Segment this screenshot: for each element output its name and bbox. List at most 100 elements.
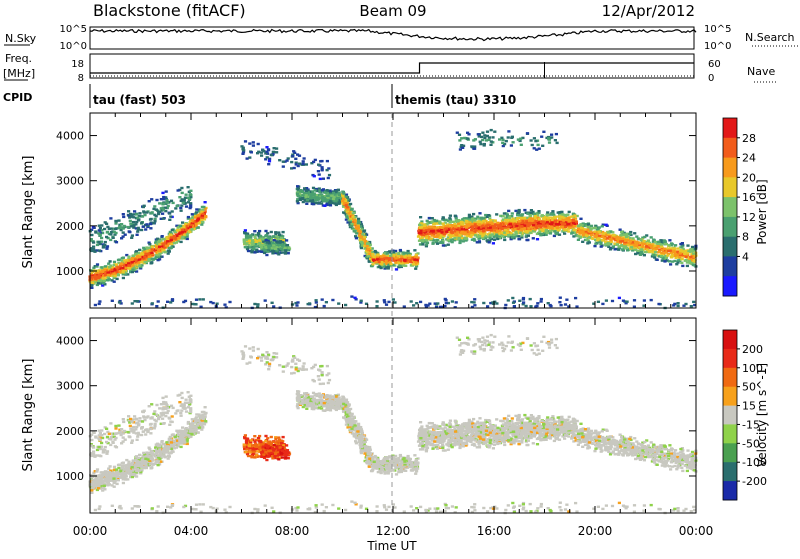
power-cell xyxy=(355,237,358,239)
power-cell xyxy=(435,220,438,222)
power-cell xyxy=(315,301,318,303)
power-cell xyxy=(486,305,489,307)
power-cell xyxy=(170,200,173,202)
power-cell xyxy=(104,241,107,243)
power-cell xyxy=(204,215,207,217)
power-cell xyxy=(368,253,371,255)
power-cell xyxy=(657,245,660,247)
power-cell xyxy=(265,146,268,148)
power-cell xyxy=(660,246,663,248)
power-cell xyxy=(525,230,528,232)
date-title: 12/Apr/2012 xyxy=(602,2,695,20)
power-cell xyxy=(189,190,192,192)
power-cell xyxy=(540,298,543,300)
power-cell xyxy=(153,205,156,207)
power-cell xyxy=(431,221,434,223)
power-cell xyxy=(657,303,660,305)
power-cell xyxy=(305,203,308,205)
power-cell xyxy=(529,232,532,234)
power-cell xyxy=(645,245,648,247)
power-cell xyxy=(512,141,515,143)
power-cell xyxy=(202,213,205,215)
power-cell xyxy=(338,191,341,193)
power-cell xyxy=(657,241,660,243)
power-cell xyxy=(272,151,275,153)
power-cell xyxy=(653,256,656,258)
power-cell xyxy=(312,161,315,163)
power-cell xyxy=(250,234,253,236)
power-cell xyxy=(598,235,601,237)
power-cell xyxy=(377,261,380,263)
power-cell xyxy=(531,144,534,146)
power-cell xyxy=(377,254,380,256)
power-cell xyxy=(572,222,575,224)
power-cell xyxy=(151,302,154,304)
power-cell xyxy=(317,164,320,166)
power-cell xyxy=(580,224,583,226)
power-cell xyxy=(496,222,499,224)
power-cell xyxy=(116,267,119,269)
power-cell xyxy=(242,149,245,151)
power-cell xyxy=(153,220,156,222)
power-cell xyxy=(518,214,521,216)
power-cell xyxy=(371,253,374,255)
power-cell xyxy=(149,223,152,225)
power-cell xyxy=(103,228,106,230)
power-cell xyxy=(449,215,452,217)
power-points xyxy=(88,129,697,309)
power-cell xyxy=(143,256,146,258)
power-cell xyxy=(386,252,389,254)
power-cell xyxy=(244,140,247,142)
power-cell xyxy=(372,259,375,261)
power-cell xyxy=(556,142,559,144)
power-cell xyxy=(439,237,442,239)
power-cell xyxy=(460,137,463,139)
power-cell xyxy=(650,245,653,247)
power-cell xyxy=(540,136,543,138)
nsky-label: N.Sky xyxy=(5,32,37,45)
power-cell xyxy=(165,236,168,238)
power-cell xyxy=(277,231,280,233)
power-cell xyxy=(173,242,176,244)
power-cell xyxy=(140,222,143,224)
power-cell xyxy=(337,302,340,304)
power-cell xyxy=(676,254,679,256)
power-cell xyxy=(180,241,183,243)
power-cell xyxy=(587,226,590,228)
power-cell xyxy=(267,236,270,238)
power-cell xyxy=(113,281,116,283)
power-cell xyxy=(93,251,96,253)
power-cell xyxy=(632,237,635,239)
power-cell xyxy=(481,132,484,134)
nsearch-label: N.Search xyxy=(745,31,795,44)
power-cell xyxy=(112,237,115,239)
power-cell xyxy=(517,235,520,237)
power-cell xyxy=(470,234,473,236)
power-cell xyxy=(132,221,135,223)
power-cell xyxy=(360,241,363,243)
power-cell xyxy=(426,233,429,235)
power-cell xyxy=(114,220,117,222)
power-cell xyxy=(653,244,656,246)
power-cell xyxy=(265,151,268,153)
power-cell xyxy=(321,189,324,191)
power-cell xyxy=(629,240,632,242)
power-cell xyxy=(529,217,532,219)
power-cell xyxy=(395,268,398,270)
power-cell xyxy=(479,232,482,234)
power-cell xyxy=(250,251,253,253)
power-cell xyxy=(655,248,658,250)
power-cell xyxy=(403,255,406,257)
power-cell xyxy=(97,241,100,243)
power-cell xyxy=(575,305,578,307)
power-cell xyxy=(151,246,154,248)
power-cell xyxy=(556,226,559,228)
power-cell xyxy=(486,131,489,133)
power-cell xyxy=(579,218,582,220)
power-cell xyxy=(128,231,131,233)
power-cell xyxy=(470,145,473,147)
power-cell xyxy=(264,299,267,301)
power-cell xyxy=(298,155,301,157)
power-cell xyxy=(177,237,180,239)
power-cell xyxy=(306,199,309,201)
